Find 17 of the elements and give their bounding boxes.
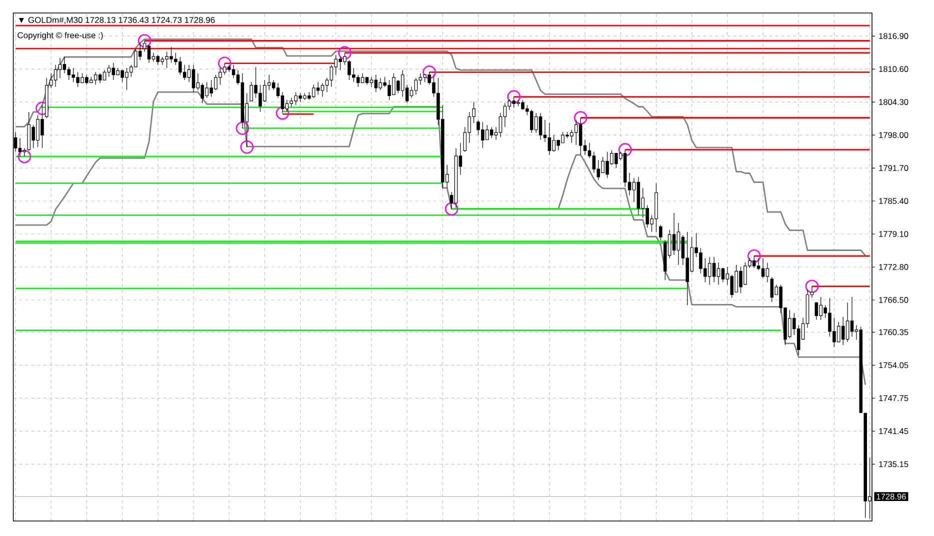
y-tick-label: 1766.50 — [879, 297, 908, 303]
y-tick-label: 1741.45 — [879, 428, 908, 434]
y-tick-label: 1772.80 — [879, 264, 908, 270]
y-tick-label: 1791.70 — [879, 165, 908, 171]
y-tick-label: 1754.05 — [879, 362, 908, 368]
y-tick-label: 1735.15 — [879, 461, 908, 468]
ref-line-label: 1728.96 — [876, 494, 906, 500]
y-tick-label: 1779.10 — [879, 231, 908, 237]
y-tick-label: 1804.30 — [879, 99, 908, 105]
text: Copyright © free-use :) — [18, 32, 103, 40]
y-tick-label: 1760.35 — [879, 329, 908, 336]
y-tick-label: 1798.00 — [879, 132, 908, 138]
y-tick-label: 1810.60 — [879, 66, 908, 72]
y-tick-label: 1816.90 — [879, 33, 908, 39]
y-tick-label: 1747.75 — [879, 395, 908, 402]
chart-title: ▼ GOLDm#,M30 1728.13 1736.43 1724.73 1728.96 — [18, 16, 215, 24]
y-tick-label: 1785.40 — [879, 198, 908, 204]
